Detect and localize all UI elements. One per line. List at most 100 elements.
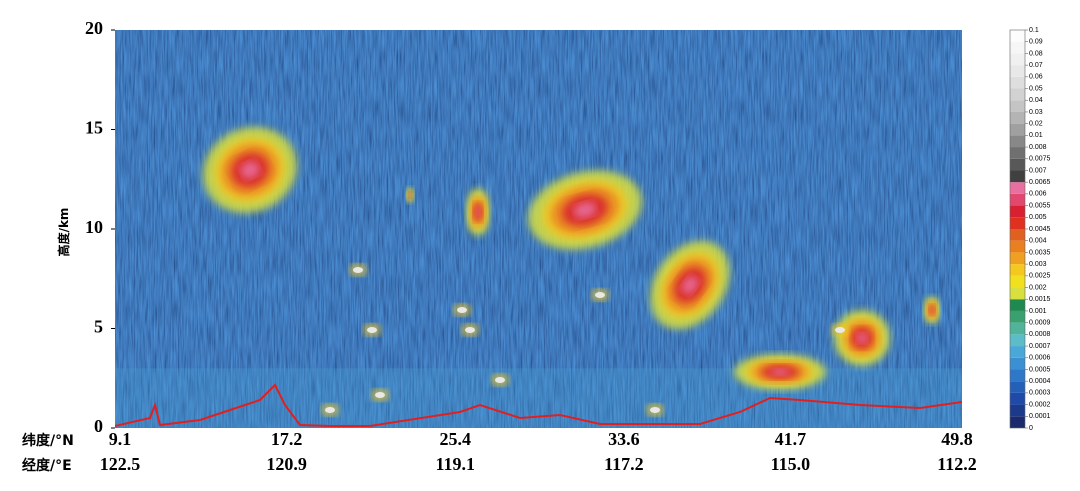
colorbar-label: 0.08	[1029, 50, 1043, 57]
colorbar-label: 0.04	[1029, 97, 1043, 104]
colorbar-label: 0.0001	[1029, 413, 1051, 420]
colorbar-label: 0.0004	[1029, 378, 1051, 385]
x-tick-label: 33.6	[608, 429, 640, 449]
cloud-structure	[409, 193, 411, 197]
colorbar-bin	[1010, 369, 1025, 382]
colorbar-bin	[1010, 357, 1025, 370]
colorbar-bin	[1010, 76, 1025, 89]
colorbar-label: 0.0002	[1029, 401, 1051, 408]
x-tick-label: 122.5	[100, 454, 141, 474]
cloud-structure	[770, 368, 790, 376]
colorbar-bin	[1010, 53, 1025, 66]
colorbar-bin	[1010, 299, 1025, 311]
y-tick-label: 10	[85, 217, 103, 237]
colorbar-bin	[1010, 111, 1025, 124]
colorbar-label: 0.1	[1029, 27, 1039, 34]
colorbar-label: 0.07	[1029, 62, 1043, 69]
colorbar-bin	[1010, 322, 1025, 335]
colorbar-bin	[1010, 264, 1025, 276]
aerosol-core	[457, 307, 467, 313]
aerosol-core	[353, 267, 363, 273]
colorbar-label: 0.01	[1029, 132, 1043, 139]
y-tick-label: 20	[85, 18, 103, 38]
colorbar-label: 0.05	[1029, 85, 1043, 92]
colorbar-bin	[1010, 41, 1025, 54]
colorbar-bin	[1010, 135, 1025, 148]
colorbar-label: 0.0055	[1029, 202, 1051, 209]
y-tick-label: 5	[94, 317, 103, 337]
colorbar-bin	[1010, 275, 1025, 288]
x-tick-label: 49.8	[941, 429, 973, 449]
colorbar-bin	[1010, 193, 1025, 206]
colorbar-label: 0.0035	[1029, 249, 1051, 256]
colorbar-label: 0.0005	[1029, 366, 1051, 373]
colorbar-label: 0.002	[1029, 284, 1047, 291]
colorbar-label: 0.03	[1029, 109, 1043, 116]
colorbar-label: 0.003	[1029, 261, 1047, 268]
colorbar-bin	[1010, 240, 1025, 253]
cloud-structure	[930, 307, 934, 313]
colorbar-label: 0.06	[1029, 74, 1043, 81]
colorbar-bin	[1010, 334, 1025, 347]
colorbar-label: 0.0003	[1029, 390, 1051, 397]
colorbar-bin	[1010, 346, 1025, 358]
x-tick-label: 25.4	[439, 429, 471, 449]
colorbar-label: 0.09	[1029, 39, 1043, 46]
colorbar-bin	[1010, 310, 1025, 323]
x-tick-label: 120.9	[266, 454, 307, 474]
colorbar-bin	[1010, 229, 1025, 241]
colorbar-bin	[1010, 392, 1025, 405]
ground-line	[115, 383, 962, 427]
colorbar-bin	[1010, 100, 1025, 112]
cloud-structure	[240, 161, 260, 179]
colorbar-label: 0.0025	[1029, 273, 1051, 280]
colorbar-bin	[1010, 123, 1025, 136]
colorbar-bin	[1010, 252, 1025, 265]
colorbar-label: 0.001	[1029, 308, 1047, 315]
plot-area	[115, 30, 962, 428]
colorbar-label: 0.0006	[1029, 355, 1051, 362]
x-tick-label: 41.7	[775, 429, 807, 449]
aerosol-core	[367, 327, 377, 333]
colorbar-label: 0.0007	[1029, 343, 1051, 350]
x-tick-label: 112.2	[937, 454, 977, 474]
colorbar-label: 0.007	[1029, 167, 1047, 174]
cloud-structure	[475, 207, 481, 217]
cloud-structure	[682, 276, 698, 294]
aerosol-core	[835, 327, 845, 333]
cloud-structure	[573, 202, 597, 218]
aerosol-core	[375, 392, 385, 398]
colorbar-bin	[1010, 416, 1025, 428]
colorbar-bin	[1010, 205, 1025, 218]
colorbar-bin	[1010, 381, 1025, 393]
colorbar-bin	[1010, 158, 1025, 171]
colorbar-label: 0.0075	[1029, 156, 1051, 163]
colorbar-label: 0.02	[1029, 120, 1043, 127]
colorbar-bin	[1010, 404, 1025, 417]
colorbar-label: 0.0015	[1029, 296, 1051, 303]
colorbar-bin	[1010, 182, 1025, 194]
x-tick-label: 117.2	[604, 454, 644, 474]
colorbar-label: 0.0045	[1029, 226, 1051, 233]
y-tick-label: 0	[94, 416, 103, 436]
colorbar-label: 0	[1029, 425, 1033, 432]
x-tick-label: 119.1	[435, 454, 475, 474]
colorbar-label: 0.0008	[1029, 331, 1051, 338]
x-tick-label: 17.2	[271, 429, 303, 449]
colorbar-label: 0.004	[1029, 238, 1047, 245]
colorbar-label: 0.006	[1029, 191, 1047, 198]
y-tick-label: 15	[85, 118, 103, 138]
x-tick-label: 9.1	[109, 429, 132, 449]
y-axis-label: 高度/km	[56, 208, 71, 257]
colorbar-label: 0.0065	[1029, 179, 1051, 186]
x-row-label: 纬度/°N	[22, 432, 74, 449]
colorbar-bin	[1010, 287, 1025, 300]
x-row-label: 经度/°E	[22, 457, 72, 474]
field-lower	[115, 368, 962, 428]
colorbar-label: 0.005	[1029, 214, 1047, 221]
aerosol-core	[495, 377, 505, 383]
x-tick-label: 115.0	[771, 454, 811, 474]
aerosol-core	[325, 407, 335, 413]
colorbar-label: 0.008	[1029, 144, 1047, 151]
